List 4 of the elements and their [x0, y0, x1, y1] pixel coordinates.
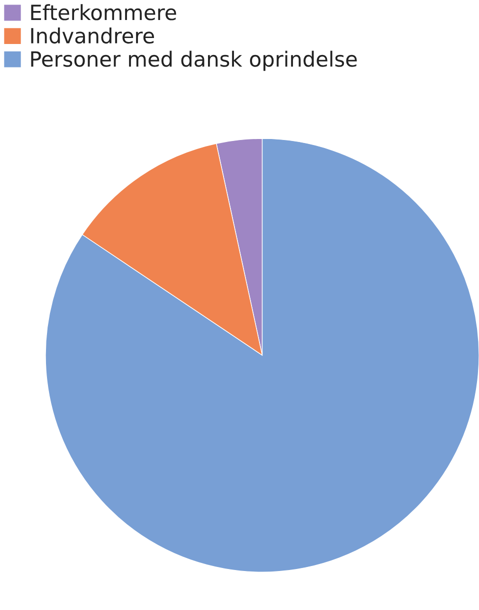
legend-label: Personer med dansk oprindelse [31, 50, 357, 71]
pie-slice [45, 138, 479, 572]
legend-label: Efterkommere [31, 4, 176, 20]
legend-label: Indvandrere [31, 27, 154, 44]
